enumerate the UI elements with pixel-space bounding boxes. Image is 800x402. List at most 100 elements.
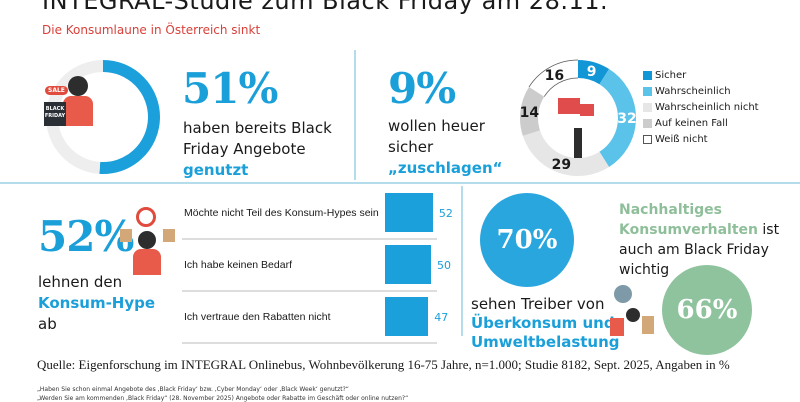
desc-line: Friday Angebote xyxy=(183,140,306,158)
legend-label: Wahrscheinlich nicht xyxy=(655,101,759,113)
donut-chart-intention: 9 32 29 14 16 xyxy=(520,59,637,176)
desc-highlight: Umweltbelastung xyxy=(471,333,620,351)
desc-line: lehnen den xyxy=(38,273,123,291)
donut-segment-2-0 xyxy=(577,60,610,85)
legend-item: Auf keinen Fall xyxy=(643,115,759,131)
bar-row: Ich habe keinen Bedarf 50 xyxy=(182,244,452,296)
desc-line: ab xyxy=(38,315,57,333)
stat-70-description: sehen Treiber von Überkonsum und Umweltb… xyxy=(471,295,620,352)
desc-line: sehen Treiber von xyxy=(471,295,605,313)
bar-row: Möchte nicht Teil des Konsum-Hypes sein 5… xyxy=(182,192,453,244)
desc-line: sicher xyxy=(388,138,434,156)
divider xyxy=(354,50,356,180)
stat-9-percent: 9% xyxy=(388,64,456,113)
page-title: INTEGRAL-Studie zum Black Friday am 28.1… xyxy=(42,0,609,15)
divider xyxy=(461,186,463,336)
desc-highlight: Überkonsum und xyxy=(471,314,615,332)
stat-51-percent: 51% xyxy=(182,64,278,113)
legend-label: Weiß nicht xyxy=(655,133,708,145)
stat-70-circle: 70% xyxy=(480,193,574,287)
divider xyxy=(0,182,800,184)
donut-segment-2-4 xyxy=(529,60,579,97)
footnote-question-2: „Werden Sie am kommenden ‚Black Friday“ … xyxy=(37,395,409,402)
woman-body-icon xyxy=(63,96,93,126)
donut-segment-outline xyxy=(528,59,579,97)
stat-66-circle: 66% xyxy=(662,265,752,355)
legend-swatch xyxy=(643,118,652,128)
legend-item: Sicher xyxy=(643,67,759,83)
legend-label: Auf keinen Fall xyxy=(655,117,728,129)
bar-label: Ich habe keinen Bedarf xyxy=(184,259,292,271)
legend-item: Wahrscheinlich xyxy=(643,83,759,99)
stat-66-percent: 66% xyxy=(676,295,738,325)
image-card-icon xyxy=(558,98,580,114)
stat-9-description: wollen heuer sicher „zuschlagen“ xyxy=(388,116,502,179)
desc-highlight: genutzt xyxy=(183,161,249,179)
desc-line: auch am Black Friday xyxy=(619,242,769,258)
row-separator xyxy=(182,342,437,344)
image-card-icon xyxy=(580,104,594,116)
desc-highlight: Nachhaltiges xyxy=(619,202,722,218)
footnote-question-1: „Haben Sie schon einmal Angebote des ‚Bl… xyxy=(37,386,349,393)
donut-data-label: 9 xyxy=(587,64,597,80)
shopping-woman-illustration: SALE BLACK FRIDAY xyxy=(40,68,110,128)
bar xyxy=(385,245,431,284)
stat-51-description: haben bereits Black Friday Angebote genu… xyxy=(183,118,332,181)
black-friday-bag-icon: BLACK FRIDAY xyxy=(44,102,66,126)
desc-highlight: „zuschlagen“ xyxy=(388,159,503,177)
donut-data-label: 16 xyxy=(545,68,564,84)
desc-highlight: Konsumverhalten xyxy=(619,222,758,238)
bar-value: 47 xyxy=(434,311,449,324)
legend-swatch xyxy=(643,70,652,80)
row-separator xyxy=(182,238,437,240)
shopping-bag-icon xyxy=(120,229,132,242)
desc-line: haben bereits Black xyxy=(183,119,332,137)
donut-segment-2-3 xyxy=(520,86,545,136)
desc-line: wollen heuer xyxy=(388,117,485,135)
donut-data-label: 14 xyxy=(520,105,540,121)
woman-body-icon xyxy=(133,249,161,275)
donut-legend: Sicher Wahrscheinlich Wahrscheinlich nicht… xyxy=(643,67,759,147)
stat-66-description: Nachhaltiges Konsumverhalten ist auch am… xyxy=(619,200,794,280)
legend-swatch xyxy=(643,86,652,96)
stat-52-description: lehnen den Konsum-Hype ab xyxy=(38,272,155,335)
bar xyxy=(385,297,429,336)
woman-head-icon xyxy=(138,231,156,249)
legend-label: Wahrscheinlich xyxy=(655,85,731,97)
sale-tag: SALE xyxy=(45,86,68,95)
woman-head-icon xyxy=(68,76,88,96)
donut-segment-2-2 xyxy=(522,129,610,176)
source-note: Quelle: Eigenforschung im INTEGRAL Onlin… xyxy=(37,357,730,372)
donut-segment-1-0 xyxy=(99,60,160,174)
bar-value: 50 xyxy=(437,259,451,272)
donut-data-label: 32 xyxy=(617,111,636,127)
shopping-bag-icon xyxy=(163,229,175,242)
bar-label: Möchte nicht Teil des Konsum-Hypes sein xyxy=(184,207,379,219)
legend-item: Weiß nicht xyxy=(643,131,759,147)
desc-highlight: Konsum-Hype xyxy=(38,294,156,312)
stat-70-percent: 70% xyxy=(496,225,558,255)
woman-head-icon xyxy=(626,308,640,322)
no-shopping-cart-icon xyxy=(136,207,156,227)
legend-swatch xyxy=(643,102,652,112)
bar-row: Ich vertraue den Rabatten nicht 47 xyxy=(182,296,452,348)
desc-line: wichtig xyxy=(619,262,670,278)
refusing-woman-illustration xyxy=(118,207,178,277)
box-icon xyxy=(642,316,654,334)
desc-line: ist xyxy=(757,222,780,238)
reasons-bar-chart: Möchte nicht Teil des Konsum-Hypes sein 5… xyxy=(182,192,453,348)
sad-earth-shopping-illustration xyxy=(608,280,658,340)
legend-label: Sicher xyxy=(655,69,687,81)
legend-item: Wahrscheinlich nicht xyxy=(643,99,759,115)
legend-swatch xyxy=(643,134,652,144)
donut-data-label: 29 xyxy=(552,157,571,173)
sad-earth-icon xyxy=(614,285,632,303)
bar-value: 52 xyxy=(438,207,453,220)
page-subtitle: Die Konsumlaune in Österreich sinkt xyxy=(42,23,261,37)
person-figure-icon xyxy=(574,128,582,158)
bar-label: Ich vertraue den Rabatten nicht xyxy=(184,311,331,323)
row-separator xyxy=(182,290,437,292)
stat-52-percent: 52% xyxy=(38,212,134,261)
bar xyxy=(385,193,433,232)
shopping-bag-icon xyxy=(610,318,624,336)
